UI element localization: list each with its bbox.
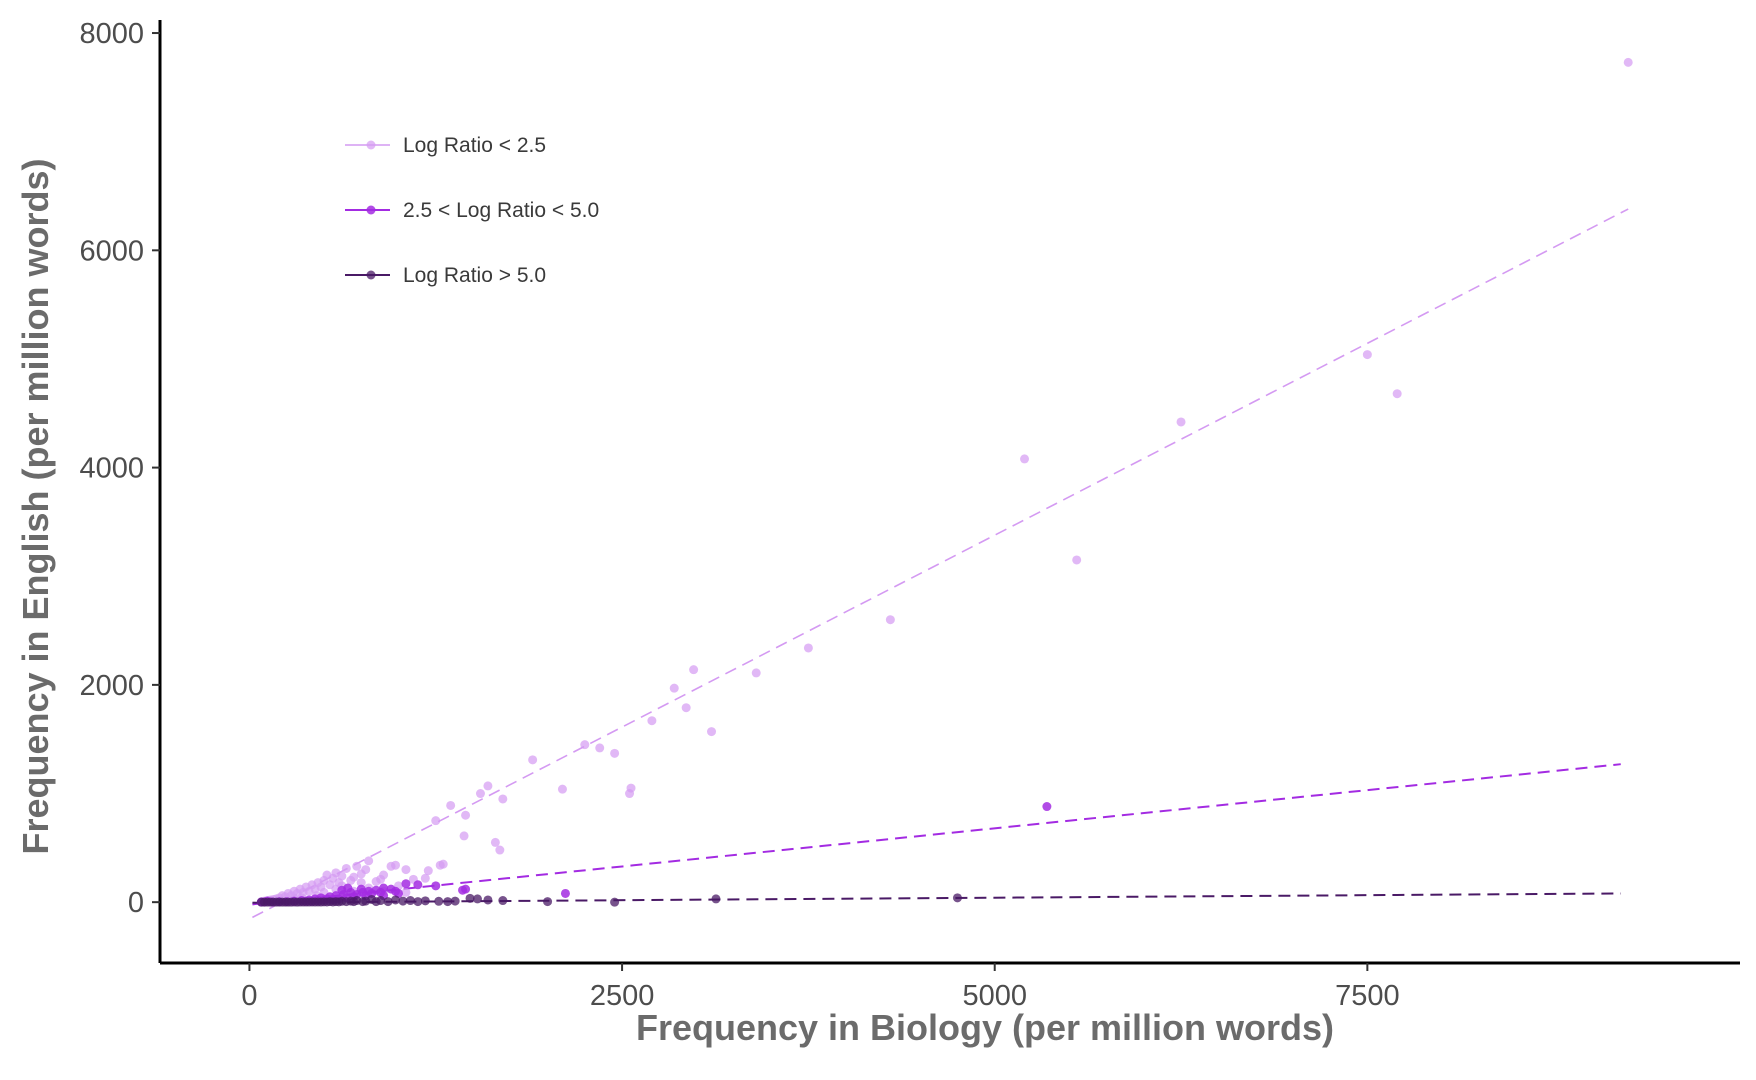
- y-tick-label: 0: [128, 887, 144, 919]
- data-point-series-1: [461, 810, 471, 820]
- data-point-series-3: [256, 897, 266, 907]
- data-point-series-1: [885, 615, 895, 625]
- legend: Log Ratio < 2.5 2.5 < Log Ratio < 5.0 Log …: [345, 134, 599, 287]
- data-point-series-1: [356, 878, 366, 888]
- data-point-series-2: [560, 888, 570, 898]
- data-point-series-1: [751, 668, 761, 678]
- data-point-series-3: [472, 894, 482, 904]
- data-point-series-3: [443, 897, 453, 907]
- data-point-series-2: [401, 879, 411, 889]
- legend-item-series-1: Log Ratio < 2.5: [345, 134, 546, 157]
- data-point-series-1: [580, 740, 590, 750]
- data-point-series-1: [1176, 417, 1186, 427]
- data-point-series-2: [358, 887, 368, 897]
- legend-item-series-2: 2.5 < Log Ratio < 5.0: [345, 199, 599, 222]
- data-point-series-1: [364, 856, 374, 866]
- data-point-series-1: [401, 887, 411, 897]
- data-point-series-1: [420, 873, 430, 883]
- data-point-series-1: [435, 860, 445, 870]
- data-point-series-1: [647, 716, 657, 726]
- data-point-series-3: [413, 897, 423, 907]
- data-point-series-1: [1072, 555, 1082, 565]
- data-point-series-1: [356, 869, 366, 879]
- y-tick-label: 2000: [79, 670, 144, 702]
- data-point-series-1: [610, 748, 620, 758]
- data-point-series-1: [498, 794, 508, 804]
- data-point-series-1: [681, 703, 691, 713]
- data-point-series-1: [803, 643, 813, 653]
- data-point-series-1: [689, 665, 699, 675]
- data-point-series-1: [401, 865, 411, 875]
- data-point-series-1: [1020, 454, 1030, 464]
- data-point-series-1: [557, 784, 567, 794]
- data-point-series-1: [371, 877, 381, 887]
- data-point-series-1: [490, 837, 500, 847]
- y-tick-label: 4000: [79, 453, 144, 485]
- data-point-series-1: [483, 781, 493, 791]
- data-point-series-3: [498, 896, 508, 906]
- data-point-series-1: [626, 783, 636, 793]
- data-point-series-3: [405, 896, 415, 906]
- data-point-series-2: [1042, 802, 1052, 812]
- data-point-series-1: [528, 755, 538, 765]
- data-point-series-1: [341, 863, 351, 873]
- data-point-series-2: [386, 884, 396, 894]
- data-point-series-3: [391, 895, 401, 905]
- data-point-series-3: [420, 896, 430, 906]
- data-point-series-3: [465, 893, 475, 903]
- data-point-series-2: [431, 881, 441, 891]
- data-point-series-1: [346, 875, 356, 885]
- ticks-layer: 0 2500 5000 7500 0 2000 4000 6000 8000: [79, 18, 1399, 1012]
- data-point-series-2: [343, 883, 353, 893]
- trend-line-series-1: [252, 208, 1629, 919]
- x-axis-title: Frequency in Biology (per million words): [636, 1007, 1334, 1048]
- data-point-series-1: [707, 727, 717, 737]
- data-point-series-3: [434, 896, 444, 906]
- x-tick-label: 2500: [590, 980, 655, 1012]
- x-tick-label: 5000: [962, 980, 1027, 1012]
- points-layer: [256, 57, 1633, 907]
- data-point-series-2: [413, 880, 423, 890]
- data-point-series-1: [386, 861, 396, 871]
- data-point-series-1: [459, 831, 469, 841]
- data-point-series-1: [1392, 389, 1402, 399]
- data-point-series-3: [398, 896, 408, 906]
- data-point-series-1: [1362, 350, 1372, 360]
- data-point-series-1: [475, 789, 485, 799]
- legend-label: Log Ratio < 2.5: [403, 134, 546, 157]
- y-axis-title: Frequency in English (per million words): [15, 158, 56, 854]
- y-tick-label: 8000: [79, 18, 144, 50]
- data-point-series-1: [595, 743, 605, 753]
- data-point-series-1: [431, 816, 441, 826]
- legend-label: 2.5 < Log Ratio < 5.0: [403, 199, 599, 222]
- data-point-series-1: [1623, 57, 1633, 67]
- data-point-series-3: [483, 895, 493, 905]
- data-point-series-3: [711, 894, 721, 904]
- y-tick-label: 6000: [79, 235, 144, 267]
- data-point-series-3: [450, 896, 460, 906]
- data-point-series-3: [543, 897, 553, 907]
- legend-item-series-3: Log Ratio > 5.0: [345, 264, 546, 287]
- data-point-series-1: [352, 861, 362, 871]
- legend-point-swatch: [366, 205, 376, 215]
- legend-label: Log Ratio > 5.0: [403, 264, 546, 287]
- x-tick-label: 0: [241, 980, 257, 1012]
- data-point-series-1: [446, 800, 456, 810]
- data-point-series-3: [610, 897, 620, 907]
- x-tick-label: 7500: [1335, 980, 1400, 1012]
- legend-point-swatch: [366, 270, 376, 280]
- trend-line-series-2: [252, 763, 1621, 906]
- trend-lines-layer: [252, 208, 1629, 919]
- data-point-series-3: [952, 893, 962, 903]
- data-point-series-2: [461, 884, 471, 894]
- data-point-series-1: [669, 683, 679, 693]
- data-point-series-1: [495, 845, 505, 855]
- data-point-series-1: [423, 866, 433, 876]
- legend-point-swatch: [366, 140, 376, 150]
- axes-layer: [158, 20, 1740, 965]
- data-point-series-3: [383, 897, 393, 907]
